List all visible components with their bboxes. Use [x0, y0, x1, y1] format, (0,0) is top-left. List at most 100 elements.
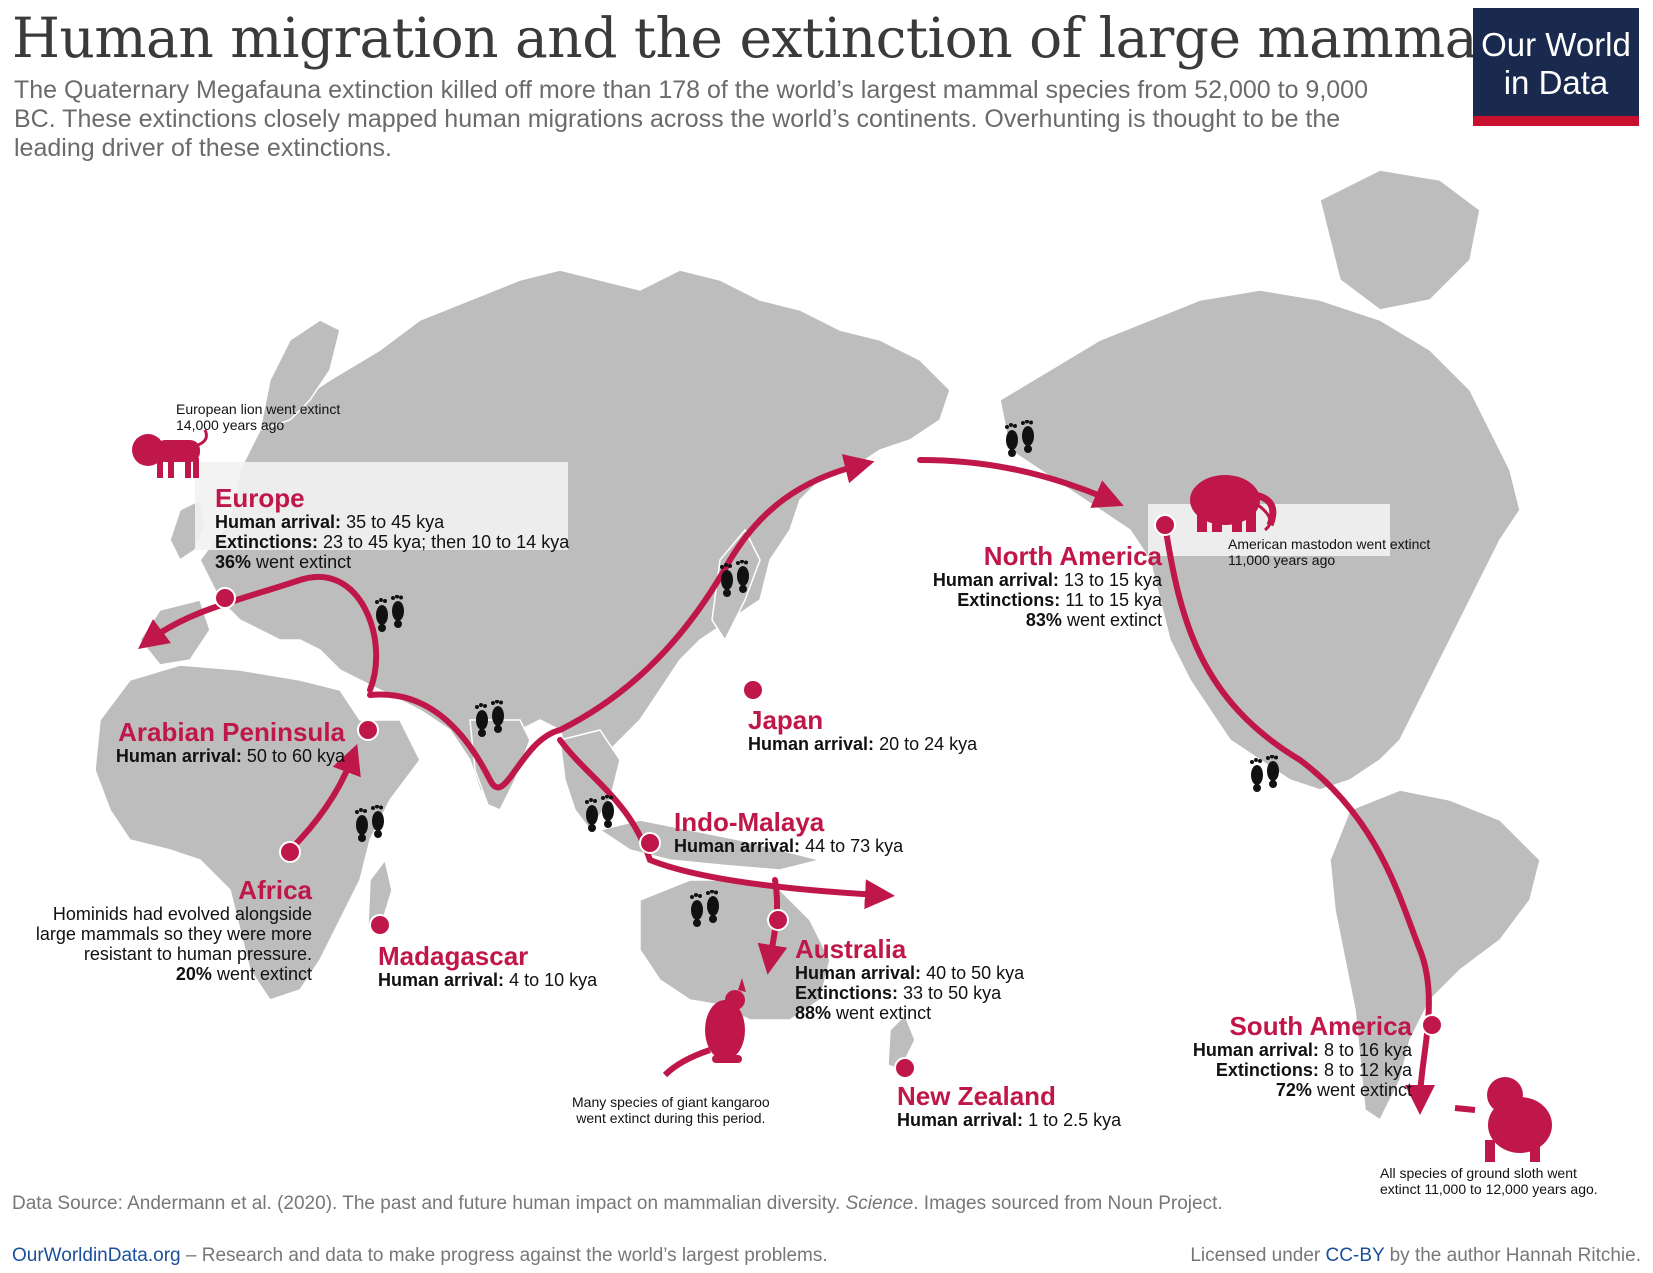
page-title: Human migration and the extinction of la…	[12, 6, 1522, 70]
migration-routes	[137, 454, 1436, 1115]
lion-icon	[132, 429, 208, 478]
indomalaya-name: Indo-Malaya	[674, 807, 825, 837]
lion-note-line-2: 14,000 years ago	[176, 417, 285, 433]
europe-extinction-label: Extinctions:	[215, 532, 319, 552]
japan-name: Japan	[748, 705, 824, 735]
south-america-landmass	[1329, 789, 1541, 1122]
australia-arrival: 40 to 50 kya	[926, 963, 1025, 983]
footer-license: Licensed under CC-BY by the author Hanna…	[1190, 1245, 1641, 1266]
australia-extinction-label: Extinctions:	[795, 983, 899, 1003]
northamerica-percent: 83%	[1025, 610, 1062, 630]
sloth-note-line-1: All species of ground sloth went	[1380, 1165, 1577, 1181]
northamerica-percent-suffix: went extinct	[1066, 610, 1162, 630]
northamerica-arrival-label: Human arrival:	[932, 570, 1059, 590]
logo-bar	[1473, 116, 1639, 126]
data-source: Data Source: Andermann et al. (2020). Th…	[12, 1193, 1223, 1214]
marker-northamerica	[1154, 514, 1176, 536]
marker-africa	[279, 841, 301, 863]
northamerica-extinction-label: Extinctions:	[957, 590, 1061, 610]
kangaroo-icon	[662, 978, 746, 1078]
madagascar-arrival-label: Human arrival:	[378, 970, 505, 990]
kangaroo-note-line-1: Many species of giant kangaroo	[572, 1094, 770, 1110]
route-americas	[1162, 522, 1436, 1115]
europe-label-bg	[195, 462, 568, 550]
northamerica-extinctions: 11 to 15 kya	[1065, 590, 1162, 610]
newzealand-name: New Zealand	[897, 1081, 1056, 1111]
footer-site: OurWorldinData.org – Research and data t…	[12, 1245, 828, 1266]
southamerica-extinctions: 8 to 12 kya	[1323, 1060, 1412, 1080]
region-africa: Africa Hominids had evolved alongside la…	[10, 876, 312, 984]
europe-percent: 36%	[215, 552, 252, 572]
arabia-name: Arabian Peninsula	[118, 717, 345, 747]
marker-japan	[742, 679, 764, 701]
license-link[interactable]: CC-BY	[1325, 1245, 1385, 1266]
route-arabia-europe	[137, 574, 380, 693]
sloth-note-line-2: extinct 11,000 to 12,000 years ago.	[1380, 1181, 1598, 1197]
indomalaya-arrival: 44 to 73 kya	[805, 836, 904, 856]
route-indomalaya-australia	[557, 737, 895, 910]
southamerica-extinction-label: Extinctions:	[1215, 1060, 1319, 1080]
route-beringia	[917, 457, 1124, 508]
mastodon-note-line-2: 11,000 years ago	[1228, 552, 1336, 568]
southamerica-percent-suffix: went extinct	[1316, 1080, 1412, 1100]
owid-logo[interactable]: Our World in Data	[1473, 8, 1639, 126]
marker-indomalaya	[639, 832, 661, 854]
route-arabia-asia	[367, 454, 875, 791]
africa-percent: 20%	[175, 964, 212, 984]
sloth-icon	[1454, 1077, 1552, 1162]
greenland-landmass	[1319, 169, 1481, 311]
africa-note-1: Hominids had evolved alongside	[52, 904, 312, 924]
lion-note-line-1: European lion went extinct	[176, 401, 341, 417]
mastodon-note: American mastodon went extinct 11,000 ye…	[1228, 536, 1430, 568]
europe-extinctions: 23 to 45 kya; then 10 to 14 kya	[323, 532, 570, 552]
newzealand-arrival-label: Human arrival:	[897, 1110, 1024, 1130]
mastodon-note-line-1: American mastodon went extinct	[1228, 536, 1431, 552]
madagascar-landmass	[367, 858, 393, 932]
site-link[interactable]: OurWorldinData.org	[12, 1245, 181, 1266]
africa-note-3: resistant to human pressure.	[83, 944, 312, 964]
southamerica-percent: 72%	[1275, 1080, 1312, 1100]
africa-name: Africa	[238, 875, 312, 905]
marker-australia	[767, 909, 789, 931]
lion-note: European lion went extinct 14,000 years …	[176, 401, 340, 433]
eurasia-landmass	[199, 269, 951, 802]
europe-arrival: 35 to 45 kya	[346, 512, 445, 532]
iberia-landmass	[139, 599, 211, 666]
europe-name: Europe	[215, 483, 305, 513]
mastodon-label-bg	[1148, 504, 1390, 556]
australia-percent-suffix: went extinct	[836, 1003, 932, 1023]
japan-landmass	[711, 528, 761, 642]
logo-line-1: Our World	[1481, 26, 1631, 63]
marker-europe	[214, 587, 236, 609]
region-indomalaya: Indo-Malaya Human arrival: 44 to 73 kya	[674, 808, 903, 856]
region-southamerica: South America Human arrival: 8 to 16 kya…	[1160, 1012, 1412, 1100]
route-africa-arabia	[287, 743, 361, 853]
region-arabia: Arabian Peninsula Human arrival: 50 to 6…	[90, 718, 345, 766]
page-subtitle: The Quaternary Megafauna extinction kill…	[14, 76, 1368, 162]
africa-percent-suffix: went extinct	[216, 964, 312, 984]
sloth-note: All species of ground sloth went extinct…	[1380, 1165, 1598, 1197]
kangaroo-note-line-2: went extinct during this period.	[576, 1110, 766, 1126]
region-newzealand: New Zealand Human arrival: 1 to 2.5 kya	[897, 1082, 1121, 1130]
kangaroo-note: Many species of giant kangaroo went exti…	[572, 1094, 770, 1126]
australia-name: Australia	[795, 934, 907, 964]
madagascar-arrival: 4 to 10 kya	[509, 970, 598, 990]
marker-arabia	[357, 719, 379, 741]
southamerica-name: South America	[1229, 1011, 1412, 1041]
japan-arrival-label: Human arrival:	[748, 734, 875, 754]
region-japan: Japan Human arrival: 20 to 24 kya	[748, 706, 977, 754]
region-australia: Australia Human arrival: 40 to 50 kya Ex…	[795, 935, 1024, 1023]
australia-extinctions: 33 to 50 kya	[903, 983, 1002, 1003]
europe-percent-suffix: went extinct	[256, 552, 352, 572]
arabia-arrival-label: Human arrival:	[115, 746, 242, 766]
southamerica-arrival-label: Human arrival:	[1192, 1040, 1319, 1060]
region-europe: Europe Human arrival: 35 to 45 kya Extin…	[215, 484, 569, 572]
logo-line-2: in Data	[1503, 64, 1609, 101]
location-markers	[214, 514, 1443, 1079]
europe-arrival-label: Human arrival:	[215, 512, 342, 532]
southamerica-arrival: 8 to 16 kya	[1323, 1040, 1412, 1060]
india-landmass	[469, 719, 531, 811]
marker-madagascar	[369, 914, 391, 936]
indonesia-landmass	[598, 819, 821, 871]
japan-arrival: 20 to 24 kya	[879, 734, 978, 754]
